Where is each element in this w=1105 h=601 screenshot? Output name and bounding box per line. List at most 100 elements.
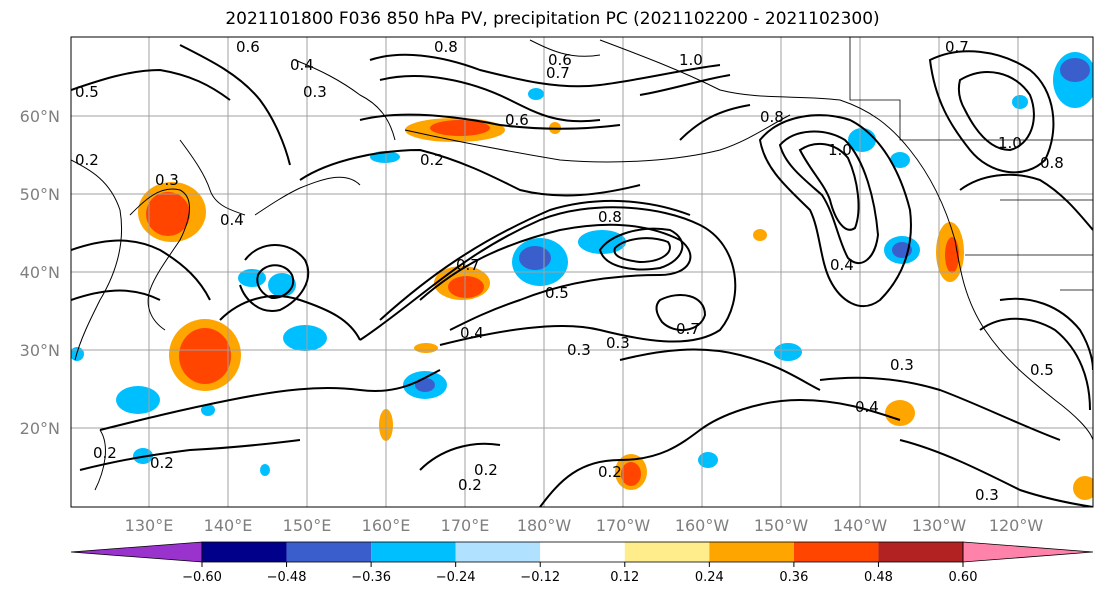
contour-label: 0.3	[303, 83, 327, 101]
contour-label: 0.2	[474, 461, 498, 479]
pv-contour	[99, 369, 441, 431]
precip-negative-blob	[1012, 95, 1028, 109]
contour-label: 0.6	[548, 51, 572, 69]
contour-label: 0.7	[676, 320, 700, 338]
contour-label: 0.8	[760, 108, 784, 126]
contour-label: 0.2	[458, 476, 482, 494]
pv-contour	[899, 439, 1093, 507]
precip-negative-blob	[71, 347, 84, 361]
colorbar-tick-label: 0.12	[610, 570, 639, 585]
colorbar-tick-label: −0.24	[436, 570, 476, 585]
sakhalin-coastline	[179, 139, 246, 216]
precip-negative-blob	[260, 464, 270, 476]
contour-label: 0.4	[290, 56, 314, 74]
contour-label: 0.2	[150, 454, 174, 472]
contour-label: 0.7	[546, 64, 570, 82]
pv-contour	[639, 74, 731, 96]
colorbar-tick-label: −0.60	[182, 570, 222, 585]
pv-contour	[957, 71, 1035, 152]
lon-label: 170°W	[596, 516, 651, 535]
lon-label: 140°E	[204, 516, 253, 535]
precipitation-shading	[71, 52, 1093, 500]
contour-label: 0.2	[75, 151, 99, 169]
pv-contour	[256, 264, 295, 300]
pv-contour	[798, 142, 860, 231]
contour-label: 0.3	[975, 486, 999, 504]
lon-label: 130°W	[912, 516, 967, 535]
colorbar-tick-label: 0.36	[779, 570, 808, 585]
lon-label: 120°W	[989, 516, 1044, 535]
pv-contour	[979, 317, 1091, 411]
colorbar-segment	[793, 542, 879, 562]
bering-coastline	[529, 39, 601, 57]
contour-label: 0.6	[236, 38, 260, 56]
pv-contour	[299, 148, 641, 197]
colorbar-tick-label: −0.12	[520, 570, 560, 585]
colorbar-segment	[455, 542, 541, 562]
precip-negative-core	[519, 246, 551, 270]
lat-label: 50°N	[20, 185, 60, 204]
precip-negative-blob	[774, 343, 802, 361]
colorbar-extension-low	[70, 541, 203, 563]
pv-contour	[359, 206, 737, 346]
contour-label: 0.7	[945, 38, 969, 56]
contour-label: 0.5	[75, 83, 99, 101]
pv-contour	[959, 173, 1093, 231]
colorbar-segment	[286, 542, 372, 562]
lon-label: 130°E	[125, 516, 174, 535]
pv-contour	[619, 348, 821, 391]
colorbar: −0.60 −0.48 −0.36 −0.24 −0.12 0.12 0.24 0.36 0.4…	[70, 541, 1094, 585]
pv-contour	[419, 223, 692, 331]
philippines-coastline	[94, 429, 106, 491]
contour-label: 0.7	[456, 256, 480, 274]
colorbar-segment	[709, 542, 794, 562]
contour-label: 0.4	[460, 324, 484, 342]
lat-label: 30°N	[20, 341, 60, 360]
contour-label: 0.8	[434, 38, 458, 56]
map-title: 2021101800 F036 850 hPa PV, precipitatio…	[225, 9, 880, 29]
precip-negative-core	[415, 378, 435, 392]
colorbar-tick-label: 0.48	[864, 570, 893, 585]
precip-positive-core	[179, 328, 231, 384]
precip-negative-blob	[528, 88, 544, 100]
lon-label: 150°E	[283, 516, 332, 535]
latitude-labels: 60°N 50°N 40°N 30°N 20°N	[20, 107, 60, 438]
pv-contour	[539, 398, 901, 507]
colorbar-tick-label: −0.36	[351, 570, 391, 585]
pv-contour	[758, 114, 912, 307]
contour-label: 0.2	[420, 151, 444, 169]
lon-label: 140°W	[833, 516, 888, 535]
contour-label: 0.4	[855, 398, 879, 416]
contour-label: 1.0	[998, 134, 1022, 152]
precip-positive-blob	[414, 343, 438, 353]
colorbar-segment	[624, 542, 710, 562]
pv-contour	[239, 244, 310, 312]
colorbar-segment	[878, 542, 963, 562]
contour-label: 0.2	[598, 463, 622, 481]
contour-label: 0.5	[545, 284, 569, 302]
lat-label: 60°N	[20, 107, 60, 126]
map-frame	[70, 36, 1094, 508]
pv-contour	[419, 442, 501, 471]
precip-positive-core	[448, 276, 484, 298]
pv-contour	[778, 130, 880, 264]
precip-negative-core	[1060, 58, 1090, 82]
pv-contour	[71, 239, 211, 301]
political-boundaries	[849, 37, 1093, 141]
lon-label: 180°W	[517, 516, 572, 535]
contour-label: 0.3	[155, 171, 179, 189]
contour-label: 1.0	[679, 51, 703, 69]
contour-label: 0.2	[93, 444, 117, 462]
pv-contour	[359, 113, 621, 130]
pv-contour	[928, 50, 1055, 174]
lon-label: 170°E	[441, 516, 490, 535]
colorbar-tick-label: −0.48	[267, 570, 307, 585]
colorbar-segment	[371, 542, 456, 562]
contour-labels: 0.8 0.6 0.7 0.4 0.3 0.5 0.2 0.6 1.0 0.8 …	[75, 38, 1064, 504]
longitude-labels: 130°E 140°E 150°E 160°E 170°E 180°W 170°…	[125, 516, 1044, 535]
japan-coastline	[129, 188, 190, 331]
pv-contour	[379, 199, 691, 321]
contour-label: 0.4	[220, 211, 244, 229]
pv-contours	[71, 44, 1093, 507]
contour-label: 1.0	[828, 141, 852, 159]
